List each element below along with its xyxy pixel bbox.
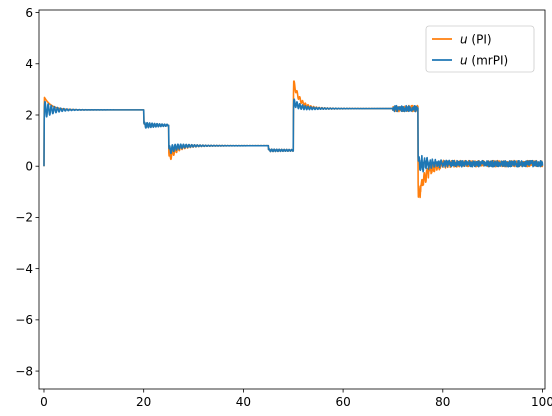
- x-tick-label: 100: [531, 395, 552, 409]
- y-tick-label: 6: [25, 6, 33, 20]
- x-tick-label: 20: [136, 395, 151, 409]
- legend-entry-mrpi: u (mrPI): [460, 53, 508, 67]
- legend-entry-pi-var: u: [460, 32, 468, 46]
- plot-frame: [38, 9, 546, 390]
- y-tick-label: 0: [25, 160, 33, 174]
- y-tick-label: −6: [15, 313, 33, 327]
- series-line-mrpi: [43, 98, 544, 173]
- legend-entry-mrpi-suffix: (mrPI): [468, 53, 509, 67]
- plot-layer: [43, 80, 544, 199]
- y-tick-label: −4: [15, 262, 33, 276]
- y-tick-label: −8: [15, 364, 33, 378]
- x-tick-label: 0: [40, 395, 48, 409]
- y-tick-label: 2: [25, 108, 33, 122]
- x-tick-label: 40: [236, 395, 251, 409]
- y-axis: −8 −6 −4 −2 0 2 4 6: [15, 6, 39, 378]
- y-tick-label: 4: [25, 57, 33, 71]
- legend-entry-pi-suffix: (PI): [468, 32, 492, 46]
- legend: u (PI) u (mrPI): [425, 25, 535, 73]
- x-tick-label: 80: [435, 395, 450, 409]
- x-axis: 0 20 40 60 80 100: [40, 389, 552, 409]
- y-tick-label: −2: [15, 211, 33, 225]
- legend-entry-mrpi-var: u: [460, 53, 468, 67]
- x-tick-label: 60: [335, 395, 350, 409]
- legend-box: [425, 25, 535, 73]
- legend-entry-pi: u (PI): [460, 32, 492, 46]
